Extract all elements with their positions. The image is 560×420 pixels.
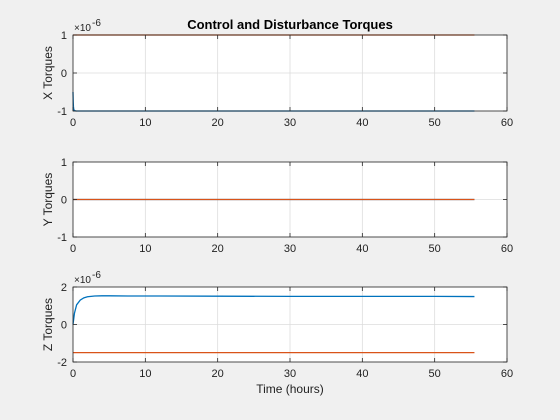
x-tick-label: 20 xyxy=(212,117,224,129)
x-tick-label: 0 xyxy=(70,117,76,129)
y-exponent-label: ×10 xyxy=(74,275,91,286)
y-exponent-label: ×10 xyxy=(74,23,91,34)
y-axis-label: Y Torques xyxy=(41,173,55,227)
x-tick-label: 50 xyxy=(429,243,441,255)
y-tick-label: -1 xyxy=(57,232,67,244)
chart-title: Control and Disturbance Torques xyxy=(187,17,393,32)
x-tick-label: 40 xyxy=(356,368,368,380)
y-tick-label: 0 xyxy=(61,320,67,332)
y-axis-label: Z Torques xyxy=(41,298,55,351)
y-tick-label: 0 xyxy=(61,195,67,207)
y-tick-label: -1 xyxy=(57,106,67,118)
x-tick-label: 20 xyxy=(212,243,224,255)
x-tick-label: 60 xyxy=(501,368,513,380)
y-exponent-power: -6 xyxy=(92,270,101,281)
y-tick-label: 0 xyxy=(61,68,67,80)
x-tick-label: 60 xyxy=(501,117,513,129)
x-axis-label: Time (hours) xyxy=(256,382,324,396)
x-tick-label: 0 xyxy=(70,243,76,255)
x-tick-label: 10 xyxy=(139,117,151,129)
x-tick-label: 20 xyxy=(212,368,224,380)
y-tick-label: 1 xyxy=(61,157,67,169)
x-tick-label: 50 xyxy=(429,368,441,380)
x-tick-label: 40 xyxy=(356,243,368,255)
x-tick-label: 30 xyxy=(284,243,296,255)
series-line-1 xyxy=(72,295,475,325)
x-tick-label: 30 xyxy=(284,117,296,129)
x-tick-label: 10 xyxy=(139,368,151,380)
y-tick-label: 2 xyxy=(61,282,67,294)
y-exponent-power: -6 xyxy=(92,18,101,29)
x-tick-label: 40 xyxy=(356,117,368,129)
x-tick-label: 60 xyxy=(501,243,513,255)
x-tick-label: 50 xyxy=(429,117,441,129)
y-axis-label: X Torques xyxy=(41,46,55,100)
y-tick-label: -2 xyxy=(57,357,67,369)
y-tick-label: 1 xyxy=(61,30,67,42)
x-tick-label: 10 xyxy=(139,243,151,255)
x-tick-label: 30 xyxy=(284,368,296,380)
x-tick-label: 0 xyxy=(70,368,76,380)
